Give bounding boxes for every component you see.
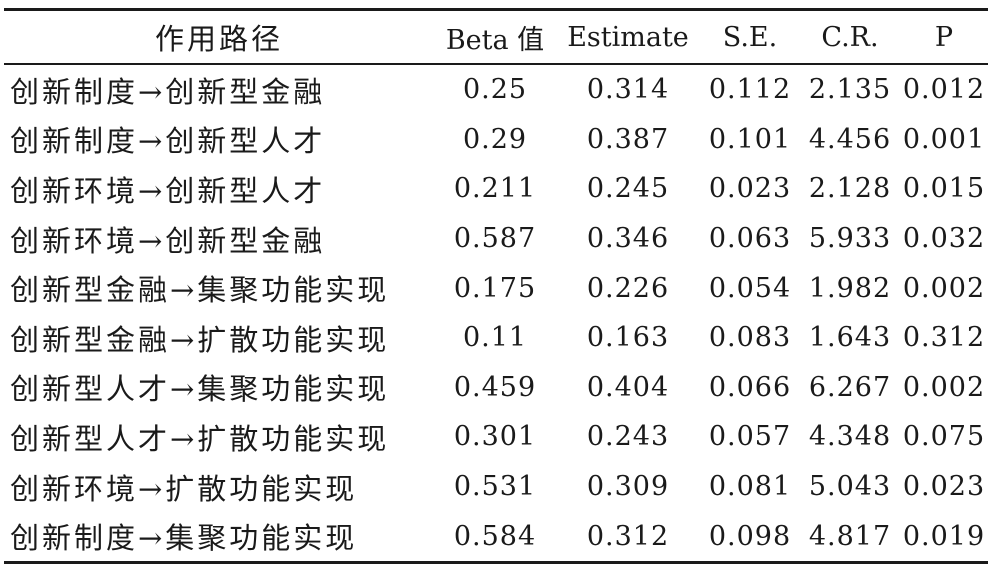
cell-path: 创新环境→创新型人才 xyxy=(10,173,326,208)
table-row: 创新环境→创新型人才 0.211 0.245 0.023 2.128 0.015 xyxy=(4,164,988,214)
cell-estimate: 0.312 xyxy=(586,520,670,552)
header-cr: C.R. xyxy=(821,21,879,53)
cell-estimate: 0.346 xyxy=(586,223,670,255)
cell-p: 0.015 xyxy=(902,173,986,205)
cell-path: 创新环境→创新型金融 xyxy=(10,223,326,258)
cell-beta: 0.211 xyxy=(453,173,537,205)
cell-beta: 0.531 xyxy=(453,471,537,503)
cell-p: 0.032 xyxy=(902,223,986,255)
cell-cr: 4.348 xyxy=(808,421,892,453)
cell-estimate: 0.243 xyxy=(586,421,670,453)
cell-beta: 0.29 xyxy=(462,123,528,155)
cell-p: 0.002 xyxy=(902,371,986,403)
cell-beta: 0.301 xyxy=(453,421,537,453)
cell-p: 0.023 xyxy=(902,471,986,503)
header-path: 作用路径 xyxy=(154,22,283,56)
cell-se: 0.101 xyxy=(708,123,792,155)
cell-beta: 0.587 xyxy=(453,223,537,255)
cell-se: 0.081 xyxy=(708,471,792,503)
results-table-container: 作用路径 Beta 值 Estimate S.E. C.R. P 创新制度→创新… xyxy=(4,8,988,564)
table-row: 创新型人才→扩散功能实现 0.301 0.243 0.057 4.348 0.075 xyxy=(4,412,988,462)
table-header: 作用路径 Beta 值 Estimate S.E. C.R. P xyxy=(4,9,988,64)
cell-cr: 2.135 xyxy=(808,74,892,106)
cell-path: 创新型人才→集聚功能实现 xyxy=(10,372,390,407)
cell-estimate: 0.163 xyxy=(586,322,670,354)
cell-beta: 0.584 xyxy=(453,520,537,552)
cell-path: 创新制度→创新型人才 xyxy=(10,124,326,159)
cell-se: 0.112 xyxy=(708,74,792,106)
cell-estimate: 0.404 xyxy=(586,371,670,403)
table-row: 创新型金融→集聚功能实现 0.175 0.226 0.054 1.982 0.002 xyxy=(4,263,988,313)
table-row: 创新制度→集聚功能实现 0.584 0.312 0.098 4.817 0.019 xyxy=(4,511,988,563)
cell-estimate: 0.226 xyxy=(586,272,670,304)
cell-beta: 0.25 xyxy=(462,74,528,106)
table-row: 创新型金融→扩散功能实现 0.11 0.163 0.083 1.643 0.312 xyxy=(4,313,988,363)
cell-cr: 4.456 xyxy=(808,123,892,155)
cell-se: 0.098 xyxy=(708,520,792,552)
cell-beta: 0.459 xyxy=(453,371,537,403)
table-row: 创新环境→扩散功能实现 0.531 0.309 0.081 5.043 0.023 xyxy=(4,462,988,512)
cell-estimate: 0.314 xyxy=(586,74,670,106)
cell-p: 0.019 xyxy=(902,520,986,552)
header-estimate: Estimate xyxy=(567,21,689,53)
cell-beta: 0.175 xyxy=(453,272,537,304)
cell-se: 0.023 xyxy=(708,173,792,205)
cell-beta: 0.11 xyxy=(462,322,528,354)
table-row: 创新制度→创新型金融 0.25 0.314 0.112 2.135 0.012 xyxy=(4,64,988,115)
table-row: 创新环境→创新型金融 0.587 0.346 0.063 5.933 0.032 xyxy=(4,214,988,264)
header-row: 作用路径 Beta 值 Estimate S.E. C.R. P xyxy=(4,9,988,64)
cell-se: 0.054 xyxy=(708,272,792,304)
cell-estimate: 0.309 xyxy=(586,471,670,503)
header-p: P xyxy=(934,21,954,53)
cell-p: 0.001 xyxy=(902,123,986,155)
cell-p: 0.312 xyxy=(902,322,986,354)
cell-se: 0.066 xyxy=(708,371,792,403)
cell-estimate: 0.245 xyxy=(586,173,670,205)
header-se: S.E. xyxy=(722,21,778,53)
cell-p: 0.002 xyxy=(902,272,986,304)
cell-se: 0.063 xyxy=(708,223,792,255)
cell-path: 创新环境→扩散功能实现 xyxy=(10,471,358,506)
cell-se: 0.083 xyxy=(708,322,792,354)
cell-cr: 5.043 xyxy=(808,471,892,503)
table-row: 创新型人才→集聚功能实现 0.459 0.404 0.066 6.267 0.002 xyxy=(4,363,988,413)
cell-estimate: 0.387 xyxy=(586,123,670,155)
header-beta: Beta 值 xyxy=(445,24,545,56)
cell-cr: 2.128 xyxy=(808,173,892,205)
table-body: 创新制度→创新型金融 0.25 0.314 0.112 2.135 0.012 创新制度→创… xyxy=(4,64,988,563)
cell-cr: 4.817 xyxy=(808,520,892,552)
cell-path: 创新型人才→扩散功能实现 xyxy=(10,421,390,456)
cell-p: 0.012 xyxy=(902,74,986,106)
cell-path: 创新制度→创新型金融 xyxy=(10,74,326,109)
path-coefficient-table: 作用路径 Beta 值 Estimate S.E. C.R. P 创新制度→创新… xyxy=(4,8,988,564)
cell-p: 0.075 xyxy=(902,421,986,453)
cell-se: 0.057 xyxy=(708,421,792,453)
cell-cr: 5.933 xyxy=(808,223,892,255)
cell-path: 创新型金融→集聚功能实现 xyxy=(10,273,390,308)
table-row: 创新制度→创新型人才 0.29 0.387 0.101 4.456 0.001 xyxy=(4,115,988,165)
cell-cr: 1.982 xyxy=(808,272,892,304)
cell-path: 创新制度→集聚功能实现 xyxy=(10,521,358,556)
cell-cr: 1.643 xyxy=(808,322,892,354)
cell-cr: 6.267 xyxy=(808,371,892,403)
cell-path: 创新型金融→扩散功能实现 xyxy=(10,322,390,357)
